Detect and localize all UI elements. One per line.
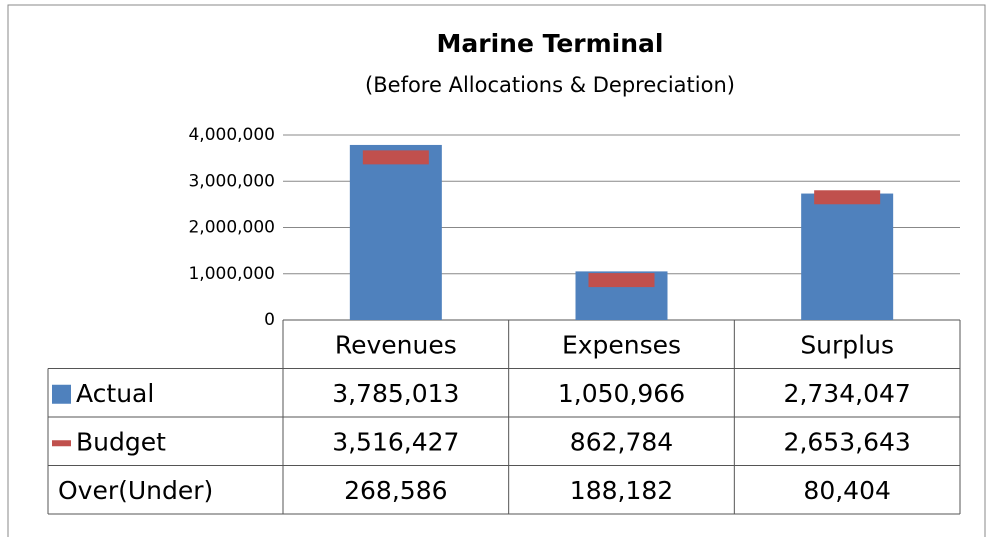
y-tick-label: 0 xyxy=(264,310,275,330)
table-value: 268,586 xyxy=(344,476,447,505)
budget-marker xyxy=(588,273,655,288)
x-tick-label: Revenues xyxy=(335,330,457,359)
y-tick-label: 1,000,000 xyxy=(188,264,275,284)
legend-key xyxy=(52,384,71,404)
chart-border xyxy=(7,4,986,537)
legend-key xyxy=(52,440,71,447)
chart-subtitle: (Before Allocations & Depreciation) xyxy=(365,73,735,97)
table-value: 188,182 xyxy=(570,476,673,505)
y-tick-label: 4,000,000 xyxy=(188,125,275,145)
legend-label: Budget xyxy=(76,427,166,456)
budget-marker xyxy=(814,190,881,205)
budget-marker xyxy=(362,150,429,165)
legend-label: Actual xyxy=(76,379,154,408)
table-value: 2,653,643 xyxy=(784,427,911,456)
table-value: 3,785,013 xyxy=(332,379,459,408)
table-value: 862,784 xyxy=(570,427,673,456)
table-value: 3,516,427 xyxy=(332,427,459,456)
legend-label: Over(Under) xyxy=(58,476,213,505)
table-value: 80,404 xyxy=(803,476,890,505)
y-tick-label: 3,000,000 xyxy=(188,171,275,191)
bar xyxy=(349,144,442,320)
table-value: 2,734,047 xyxy=(784,379,911,408)
chart-title: Marine Terminal xyxy=(437,29,664,58)
y-tick-label: 2,000,000 xyxy=(188,218,275,238)
x-tick-label: Surplus xyxy=(800,330,894,359)
x-tick-label: Expenses xyxy=(562,330,681,359)
table-value: 1,050,966 xyxy=(558,379,685,408)
bar xyxy=(801,193,894,320)
